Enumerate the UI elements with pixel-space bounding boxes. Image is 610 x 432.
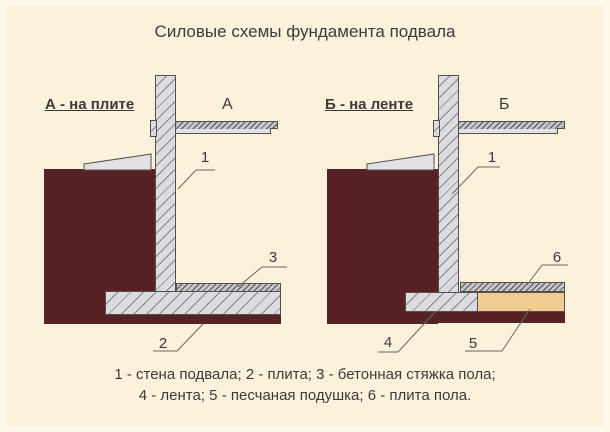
soil-strip-bottom-right [327, 312, 565, 323]
diagram-a-letter: А [222, 96, 233, 113]
callout-b-sand: 5 [468, 335, 478, 352]
floor-slab [460, 282, 565, 292]
callout-b-floor-slab: 6 [552, 249, 562, 266]
ceiling-slab-b-notch [557, 128, 565, 134]
callout-a-wall: 1 [200, 149, 210, 166]
legend-line-1: 1 - стена подвала; 2 - плита; 3 - бетонн… [114, 366, 496, 383]
callout-b-wall: 1 [487, 149, 497, 166]
basement-wall-a [155, 75, 176, 292]
leader-b-1 [451, 166, 500, 195]
leader-a-1 [177, 169, 215, 190]
ceiling-slab-b [443, 121, 565, 134]
ceiling-slab-a-notch [270, 128, 278, 134]
callout-a-screed: 3 [268, 249, 278, 266]
wall-ledge-b [433, 120, 440, 137]
diagram-b-letter: Б [499, 96, 510, 113]
soil-strip-bottom [44, 312, 281, 324]
page-title: Силовые схемы фундамента подвала [154, 22, 456, 41]
basement-wall-b [438, 75, 459, 293]
strip-footing [405, 292, 478, 312]
callout-b-strip: 4 [383, 334, 393, 351]
ceiling-slab-b-hatch [444, 122, 564, 129]
ceiling-slab-a-hatch [161, 122, 277, 129]
callout-a-slab: 2 [158, 335, 168, 352]
foundation-slab [105, 291, 281, 315]
legend-line-2: 4 - лента; 5 - песчаная подушка; 6 - пли… [138, 387, 472, 404]
floor-screed [176, 283, 281, 292]
sand-cushion [477, 292, 565, 312]
diagram-b-heading: Б - на ленте [325, 96, 414, 113]
wall-ledge-a [150, 120, 157, 137]
ceiling-slab-a [160, 121, 278, 134]
diagram-a-heading: А - на плите [45, 96, 135, 113]
